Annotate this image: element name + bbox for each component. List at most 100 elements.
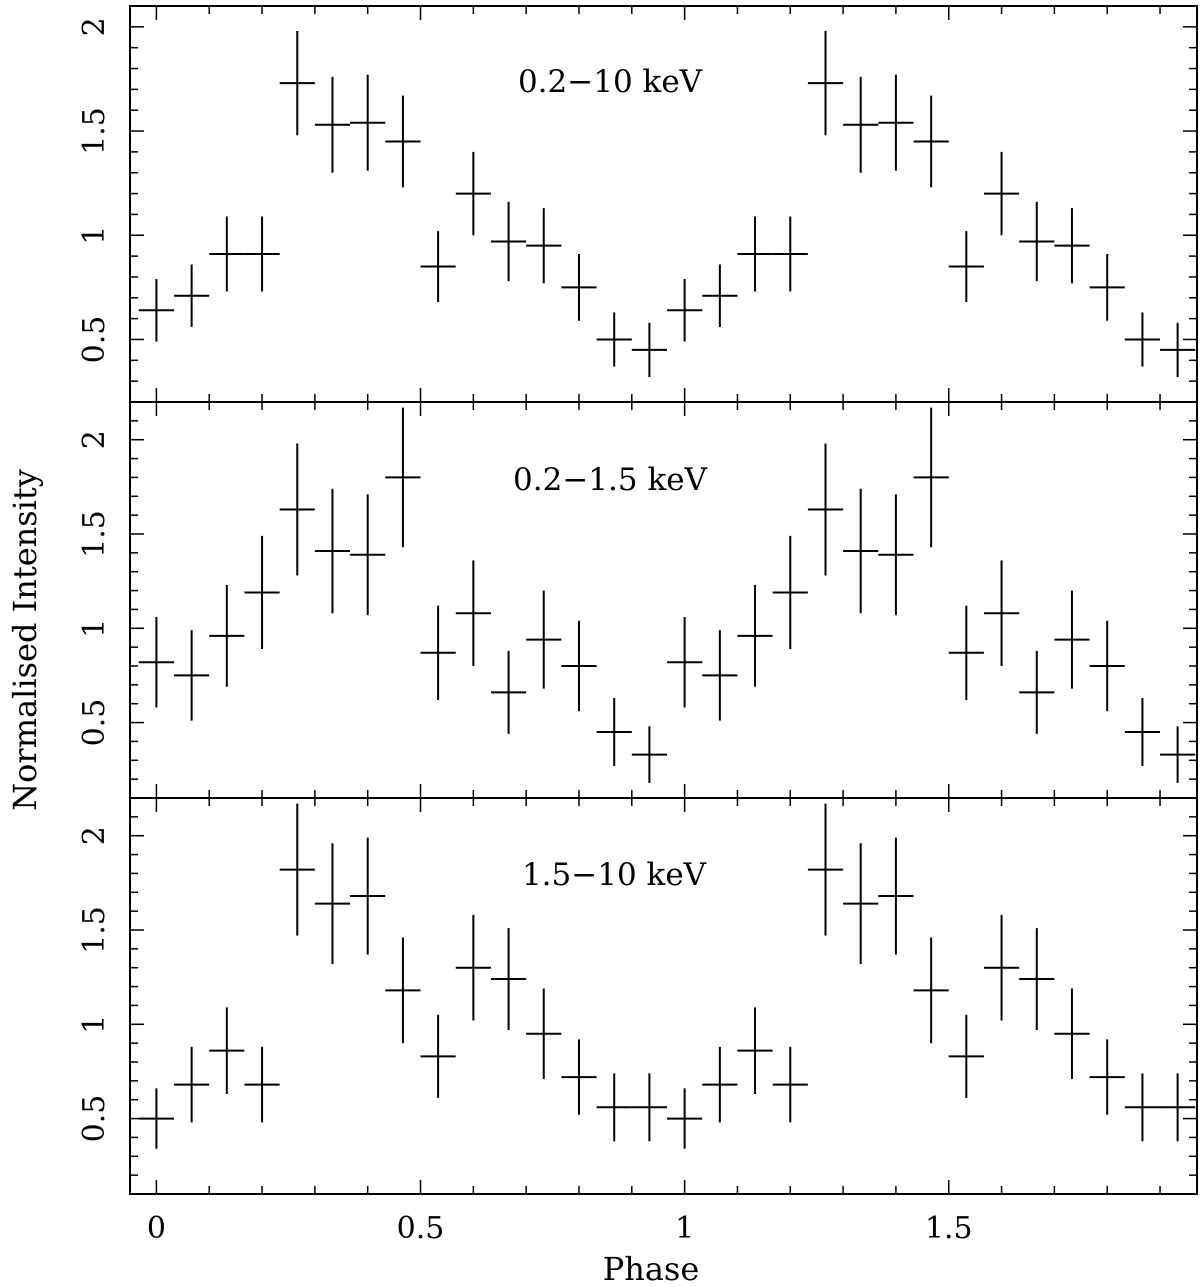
data-point [843,488,879,614]
data-point [526,590,562,689]
data-point [279,443,315,576]
data-point [737,216,773,292]
data-point [561,254,597,321]
data-point [807,443,844,576]
data-point [244,1046,280,1123]
data-point [1019,201,1055,282]
data-point [138,616,175,708]
data-point [209,1007,245,1095]
x-tick-label: 1 [675,1211,694,1246]
data-point [737,584,773,687]
data-point [702,630,738,721]
energy-band-label: 0.2−10 keV [518,64,703,100]
data-point [490,650,527,734]
data-point [1019,650,1055,734]
data-point [420,231,456,302]
data-point [244,216,280,292]
y-tick-label: 2 [77,17,112,36]
y-axis-label: Normalised Intensity [6,469,44,811]
data-point [807,803,844,936]
data-point [1160,1073,1196,1142]
data-point [561,620,597,712]
data-point [913,937,949,1044]
data-point [1124,1073,1161,1142]
data-point [631,1073,667,1142]
data-point [878,74,914,171]
data-point [174,264,210,327]
data-point [631,726,667,783]
data-point [631,322,667,377]
data-point [350,74,386,171]
data-point [350,837,386,955]
data-point [667,616,703,708]
data-point [702,1046,738,1123]
data-point [455,560,491,666]
data-point [702,264,738,327]
data-point [385,937,421,1044]
data-point [983,914,1020,1021]
x-axis-label: Phase [603,1250,700,1287]
data-point [174,630,210,721]
energy-band-label: 0.2−1.5 keV [513,462,708,498]
data-point [843,76,879,173]
data-point [843,843,879,964]
y-tick-label: 1.5 [77,906,112,954]
data-point [948,231,984,302]
x-tick-label: 1.5 [925,1211,973,1246]
data-point [350,494,386,616]
data-point [772,1046,808,1123]
y-tick-label: 0.5 [77,1095,112,1143]
data-point [279,31,315,136]
data-point [1089,620,1125,712]
data-point [1160,322,1196,377]
data-point [737,1007,773,1095]
y-tick-label: 1 [77,226,112,245]
data-point [948,605,984,700]
data-point [596,312,632,367]
data-point [490,201,527,282]
data-point [314,843,351,964]
data-point [561,1039,597,1115]
data-point [385,95,421,188]
data-point [420,1014,456,1098]
y-tick-label: 1.5 [77,107,112,155]
data-point [596,1073,632,1142]
data-point [878,494,914,616]
data-point [455,914,491,1021]
data-point [807,31,844,136]
data-point [174,1046,210,1123]
energy-band-label: 1.5−10 keV [522,857,707,893]
x-tick-label: 0 [147,1211,166,1246]
data-point [1089,254,1125,321]
data-point [490,928,527,1030]
data-point [772,216,808,292]
data-point [878,837,914,955]
data-point [138,1088,175,1149]
y-tick-label: 1.5 [77,510,112,558]
data-point [209,584,245,687]
data-point [138,279,175,342]
data-point [526,208,562,284]
y-tick-label: 0.5 [77,316,112,364]
data-point [1089,1039,1125,1115]
panels-group: 0.5 1 1.5 2 0.2−10 keV 0.5 1 1.5 2 0.2−1.5 keV 0.5… [77,5,1198,1246]
data-point [772,535,808,650]
panel-3: 0.5 1 1.5 2 0 0.5 1 1.5 1.5−10 keV [77,797,1198,1246]
data-point [948,1014,984,1098]
data-point [913,407,949,548]
data-point [209,216,245,292]
data-point [314,76,351,173]
data-point [1124,312,1161,367]
data-point [1054,590,1090,689]
panel-2: 0.5 1 1.5 2 0.2−1.5 keV [77,401,1198,799]
y-tick-label: 2 [77,826,112,845]
y-tick-label: 0.5 [77,699,112,747]
y-tick-label: 2 [77,430,112,449]
data-point [385,407,421,548]
data-point [314,488,351,614]
x-tick-label: 0.5 [397,1211,445,1246]
data-point [983,560,1020,666]
data-point [526,988,562,1079]
data-point [1124,698,1161,766]
